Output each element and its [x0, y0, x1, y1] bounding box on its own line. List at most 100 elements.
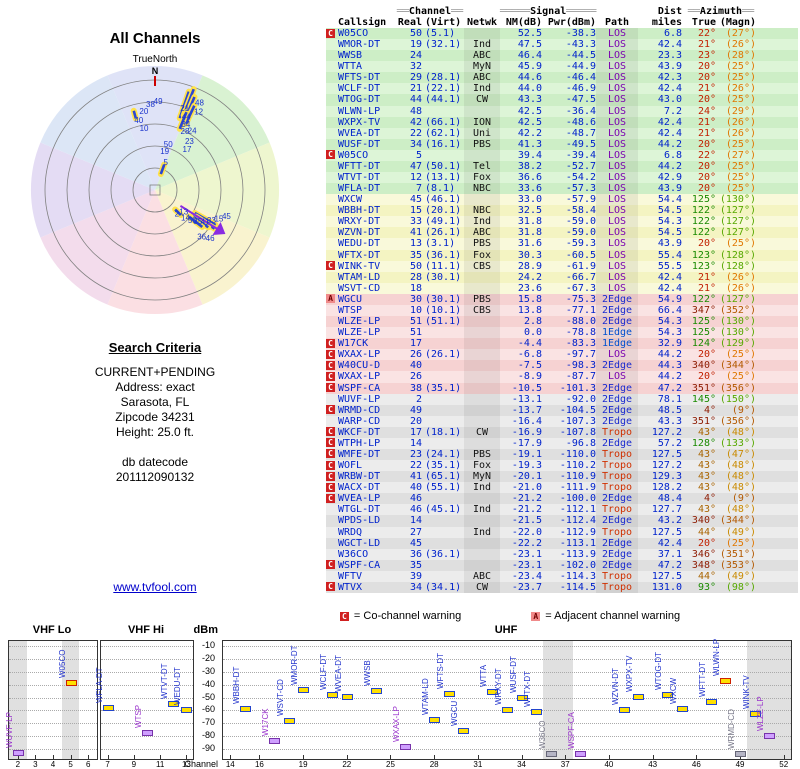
- path-cell: 2Edge: [596, 404, 638, 416]
- callsign-link[interactable]: WRMD-CD: [338, 404, 381, 416]
- callsign-link[interactable]: WCLF-DT: [338, 83, 381, 95]
- callsign-link[interactable]: WXAX-LP: [338, 349, 381, 361]
- station-label: WTAM-LD: [421, 678, 431, 715]
- power-dbm-cell: -77.1: [565, 304, 596, 316]
- callsign-link[interactable]: WUSF-DT: [338, 138, 381, 150]
- callsign-link[interactable]: WTOG-DT: [338, 94, 381, 106]
- virtual-channel-cell: (66.1): [425, 116, 462, 128]
- callsign-link[interactable]: WSVT-CD: [338, 282, 381, 294]
- nm-db-cell: 28.9: [517, 260, 542, 272]
- real-channel-cell: 41: [409, 471, 422, 483]
- callsign-link[interactable]: WMOR-DT: [338, 39, 381, 51]
- callsign-link[interactable]: WFTX-DT: [338, 249, 381, 261]
- real-channel-cell: 24: [409, 50, 422, 62]
- callsign-link[interactable]: WARP-CD: [338, 415, 381, 427]
- distance-cell: 55.4: [657, 249, 682, 261]
- callsign-link[interactable]: W40CU-D: [338, 360, 381, 372]
- callsign-link[interactable]: WXPX-TV: [338, 116, 381, 128]
- callsign-link[interactable]: WMFE-DT: [338, 448, 381, 460]
- callsign-link[interactable]: WLZE-LP: [338, 327, 381, 339]
- real-channel-cell: 29: [409, 72, 422, 84]
- azimuth-true-cell: 22°: [697, 28, 716, 39]
- azimuth-magn-cell: (356°): [719, 382, 756, 394]
- callsign-link[interactable]: WTTA: [338, 61, 363, 73]
- callsign-link[interactable]: WLZE-LP: [338, 316, 381, 328]
- callsign-link[interactable]: WTAM-LD: [338, 271, 381, 283]
- tvfool-link[interactable]: www.tvfool.com: [113, 580, 197, 594]
- network-cell: ION: [464, 116, 500, 128]
- gridline: [223, 736, 791, 738]
- callsign-link[interactable]: WPDS-LD: [338, 515, 381, 527]
- callsign-link[interactable]: WZVN-DT: [338, 227, 381, 239]
- callsign-link[interactable]: WSPF-CA: [338, 382, 381, 394]
- station-marker: [184, 105, 196, 125]
- callsign-link[interactable]: WOFL: [338, 460, 363, 472]
- station-marker: [188, 215, 204, 228]
- callsign-link[interactable]: WKCF-DT: [338, 426, 381, 438]
- callsign-link[interactable]: WLWN-LP: [338, 105, 381, 117]
- callsign-link[interactable]: WVEA-LP: [338, 493, 381, 505]
- network-cell: [464, 493, 500, 505]
- station-label: WFTT-DT: [697, 661, 707, 697]
- callsign-link[interactable]: WTVX: [338, 581, 363, 593]
- callsign-link[interactable]: WINK-TV: [338, 260, 381, 272]
- warn-marker: C: [326, 438, 338, 449]
- channel-stripe: [543, 641, 573, 759]
- callsign-link[interactable]: WFTV: [338, 570, 363, 582]
- signal-level-marker: [618, 707, 630, 714]
- warn-marker: [326, 194, 338, 205]
- network-cell: Tel: [464, 160, 500, 173]
- callsign-link[interactable]: WGCU: [338, 293, 363, 305]
- callsign-link[interactable]: WTVT-DT: [338, 172, 381, 184]
- callsign-link[interactable]: WXCW: [338, 194, 363, 206]
- network-cell: PBS: [464, 238, 500, 250]
- nm-db-cell: 31.8: [517, 227, 542, 239]
- callsign-link[interactable]: W05CO: [338, 149, 369, 161]
- channel-number-label: 35: [193, 217, 202, 226]
- distance-cell: 66.4: [657, 304, 682, 316]
- channel-number-label: 24: [188, 127, 197, 136]
- callsign-link[interactable]: WWSB: [338, 50, 363, 62]
- callsign-link[interactable]: WRXY-DT: [338, 216, 381, 228]
- callsign-link[interactable]: WFTS-DT: [338, 72, 381, 84]
- table-row: WGCT-LD 45 -22.2 -113.1 2Edge 42.4 20° (25°): [326, 537, 798, 549]
- azimuth-magn-cell: (127°): [719, 216, 756, 228]
- distance-cell: 44.3: [657, 360, 682, 372]
- virtual-channel-cell: [422, 371, 464, 382]
- callsign-link[interactable]: W05CO: [338, 28, 369, 39]
- callsign-link[interactable]: WUVF-LP: [338, 393, 381, 405]
- callsign-link[interactable]: WACX-DT: [338, 482, 381, 494]
- network-cell: PBS: [464, 138, 500, 150]
- callsign-link[interactable]: WXAX-LP: [338, 371, 381, 383]
- callsign-link[interactable]: WTGL-DT: [338, 504, 381, 516]
- callsign-link[interactable]: WTSP: [338, 304, 363, 316]
- power-dbm-cell: -87.7: [565, 371, 596, 383]
- callsign-link[interactable]: WFLA-DT: [338, 183, 381, 195]
- adjacent-channel-legend-text: = Adjacent channel warning: [545, 610, 681, 622]
- azimuth-magn-cell: (25°): [725, 61, 756, 73]
- callsign-link[interactable]: WGCT-LD: [338, 537, 381, 549]
- real-channel-cell: 33: [409, 216, 422, 228]
- callsign-link[interactable]: WVEA-DT: [338, 127, 381, 139]
- nm-db-cell: 52.5: [517, 28, 542, 39]
- azimuth-magn-cell: (49°): [725, 570, 756, 582]
- dbm-tick-label: -70: [201, 717, 215, 728]
- callsign-link[interactable]: W36CO: [338, 548, 369, 560]
- table-row: WUVF-LP 2 -13.1 -92.0 2Edge 78.1 145° (150°): [326, 393, 798, 405]
- callsign-link[interactable]: WRDQ: [338, 526, 363, 538]
- network-cell: CBS: [464, 304, 500, 317]
- virtual-channel-cell: [422, 360, 464, 371]
- callsign-link[interactable]: WSPF-CA: [338, 559, 381, 571]
- co-channel-warning-badge: C: [326, 449, 335, 459]
- azimuth-true-cell: 93°: [697, 581, 716, 593]
- warn-marker: [326, 183, 338, 194]
- callsign-link[interactable]: WEDU-DT: [338, 238, 381, 250]
- callsign-link[interactable]: WRBW-DT: [338, 471, 381, 483]
- callsign-link[interactable]: WBBH-DT: [338, 205, 381, 217]
- callsign-link[interactable]: WFTT-DT: [338, 160, 381, 172]
- callsign-link[interactable]: WTPH-LP: [338, 437, 381, 449]
- x-tick: [521, 755, 523, 759]
- real-channel-cell: 49: [409, 404, 422, 416]
- callsign-link[interactable]: W17CK: [338, 338, 369, 350]
- azimuth-magn-cell: (47°): [725, 448, 756, 460]
